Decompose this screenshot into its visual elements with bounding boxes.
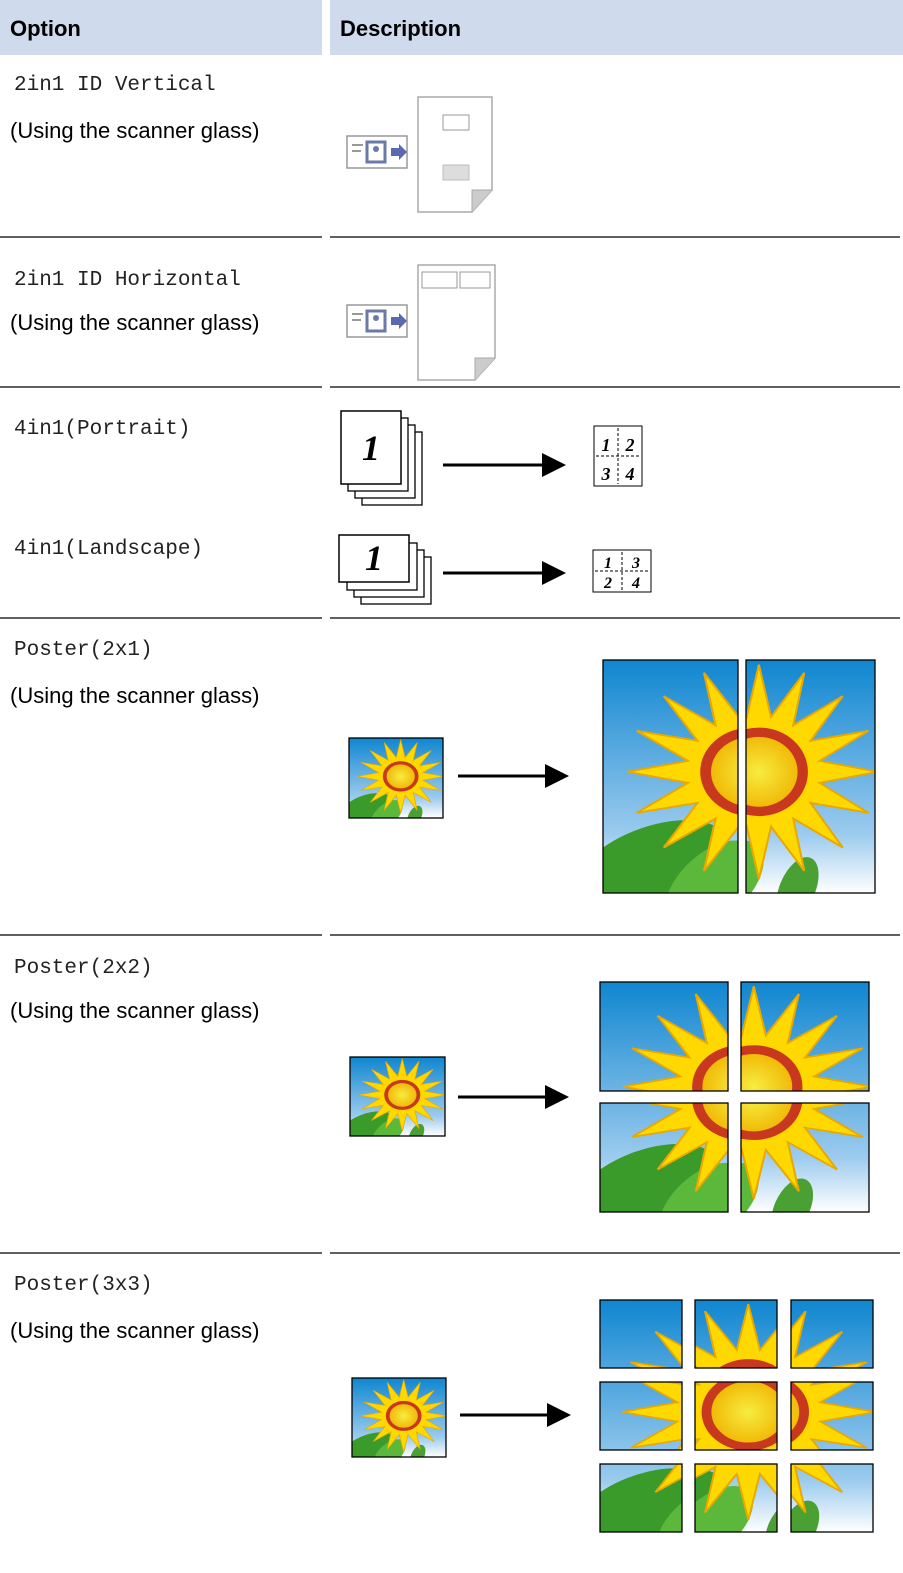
tile-border [694,1463,778,1533]
page-number: 1 [362,428,380,468]
page-number: 1 [604,555,612,572]
option-name: Poster(3x3) [14,1274,153,1297]
tile-border [602,659,739,894]
page-number: 3 [631,555,640,572]
page-number: 4 [631,575,640,592]
tile-border [348,737,444,819]
page-number: 2 [603,575,612,592]
page-number: 4 [625,464,635,484]
tile-border [599,981,729,1092]
tile-border [599,1381,683,1451]
option-name: Poster(2x1) [14,639,153,662]
sunflower-tile [352,1378,446,1457]
row-separators [0,236,900,1254]
tile-border [599,1299,683,1369]
tile-border [790,1381,874,1451]
id-horizontal-illustration [345,264,496,381]
option-name: 4in1(Portrait) [14,418,190,441]
tile-border [790,1463,874,1533]
poster-illustrations [348,659,876,1533]
tile-border [790,1299,874,1369]
tile-border [745,659,876,894]
header-cell [330,0,903,55]
sunflower [350,1057,445,1136]
4in1-landscape-illustration: 1 1 3 2 4 [338,534,652,605]
sunflower [349,738,443,818]
option-note: (Using the scanner glass) [10,310,259,335]
page-number: 2 [625,435,635,455]
id-vertical-illustration [345,96,493,213]
page-number: 1 [602,435,611,455]
option-name: 2in1 ID Horizontal [14,269,241,292]
sunflower-tile [349,738,443,818]
tile-border [599,1102,729,1213]
page-number: 3 [601,464,611,484]
header-cell [0,0,322,55]
option-name: 2in1 ID Vertical [14,74,216,97]
tile-border [694,1299,778,1369]
tile-border [349,1056,446,1137]
tile-border [740,1102,870,1213]
sunflower-tile [350,1057,445,1136]
option-name: 4in1(Landscape) [14,538,203,561]
tile-border [599,1463,683,1533]
header-text: Option [10,16,81,41]
tile-border [740,981,870,1092]
option-note: (Using the scanner glass) [10,998,259,1023]
option-note: (Using the scanner glass) [10,1318,259,1343]
option-name: Poster(2x2) [14,957,153,980]
page-number: 1 [365,538,383,578]
tile-border [351,1377,447,1458]
sunflower [352,1378,446,1457]
4in1-portrait-illustration: 1 1 2 3 4 [340,410,643,506]
header-text: Description [340,16,461,41]
tile-border [694,1381,778,1451]
option-note: (Using the scanner glass) [10,118,259,143]
option-note: (Using the scanner glass) [10,683,259,708]
